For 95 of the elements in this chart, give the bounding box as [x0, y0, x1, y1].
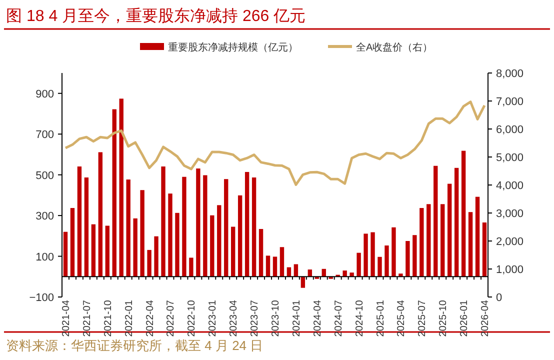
- bar: [119, 98, 124, 277]
- x-tick-label: 2023-01: [208, 300, 219, 337]
- bar: [294, 264, 298, 277]
- x-tick-label: 2026-04: [480, 300, 492, 337]
- x-tick-label: 2023-04: [228, 300, 240, 337]
- bar: [434, 166, 438, 277]
- y-tick-label: −100: [29, 292, 54, 304]
- bar: [182, 176, 186, 277]
- bar: [84, 177, 89, 277]
- bar: [482, 222, 487, 277]
- x-tick-label: 2025-07: [417, 300, 428, 337]
- bar: [196, 168, 200, 277]
- bar: [272, 256, 278, 277]
- y2-tick-label: 5,000: [496, 152, 524, 164]
- x-tick-label: 2024-04: [312, 300, 324, 337]
- bar: [154, 236, 158, 277]
- bar: [384, 245, 389, 277]
- bar: [468, 212, 473, 277]
- x-tick-label: 2024-10: [354, 300, 366, 337]
- bar: [70, 208, 75, 277]
- bar: [126, 180, 130, 277]
- bar: [189, 258, 194, 277]
- bar: [140, 190, 144, 277]
- x-tick-label: 2022-01: [124, 300, 135, 337]
- x-tick-label: 2023-07: [250, 300, 261, 337]
- x-tick-label: 2024-01: [291, 300, 302, 337]
- bar: [406, 241, 410, 277]
- x-tick-label: 2022-04: [144, 300, 156, 337]
- bar: [350, 272, 354, 277]
- bar: [426, 204, 431, 277]
- bar: [112, 109, 116, 277]
- y-tick-label: 100: [36, 251, 54, 264]
- bar: [231, 226, 236, 277]
- chart-title: 图 18 4 月至今，重要股东净减持 266 亿元: [6, 7, 306, 25]
- y-tick-label: 700: [36, 129, 54, 142]
- legend-label: 全A收盘价（右）: [356, 42, 433, 54]
- bar: [412, 235, 417, 277]
- y2-tick-label: 8,000: [496, 68, 524, 80]
- y-tick-label: 900: [36, 88, 54, 100]
- x-tick-label: 2021-04: [60, 300, 72, 337]
- x-tick-label: 2021-10: [102, 300, 114, 337]
- y2-tick-label: 7,000: [496, 96, 524, 108]
- bar: [63, 232, 68, 277]
- bar: [244, 172, 250, 277]
- bar: [266, 256, 270, 277]
- bar: [392, 227, 396, 277]
- x-tick-label: 2026-01: [459, 300, 470, 337]
- bar: [447, 184, 452, 277]
- y2-tick-label: 2,000: [496, 236, 524, 248]
- y2-tick-label: 6,000: [496, 124, 524, 136]
- bar: [91, 224, 96, 277]
- bar: [252, 177, 256, 277]
- bar: [175, 212, 180, 277]
- bar: [217, 205, 222, 277]
- bar: [147, 250, 152, 277]
- bar: [364, 234, 368, 277]
- bar: [461, 150, 466, 277]
- bar: [168, 194, 172, 277]
- bar: [203, 175, 208, 277]
- y2-tick-label: 4,000: [496, 180, 524, 192]
- bar: [258, 228, 264, 277]
- bar: [370, 232, 375, 277]
- bar: [105, 226, 110, 277]
- legend-label: 重要股东净减持规模（亿元）: [168, 42, 298, 54]
- x-tick-label: 2023-10: [270, 300, 282, 337]
- y2-tick-label: 3,000: [496, 208, 524, 220]
- x-tick-label: 2025-01: [375, 300, 386, 337]
- bar: [440, 204, 445, 277]
- bar: [475, 196, 480, 277]
- bar: [210, 215, 214, 277]
- bar: [161, 166, 166, 277]
- text: 资料来源：华西证券研究所，截至 4 月 24 日: [6, 338, 264, 353]
- bar: [280, 247, 284, 277]
- x-tick-label: 2025-10: [438, 300, 450, 337]
- bar: [342, 270, 347, 277]
- bar: [378, 256, 382, 277]
- bar: [300, 276, 306, 288]
- y-tick-label: 300: [36, 210, 54, 223]
- y-tick-label: 500: [36, 170, 54, 182]
- bar: [98, 152, 103, 277]
- bar: [77, 166, 82, 277]
- y2-tick-label: 0: [496, 292, 502, 304]
- y2-tick-label: 1,000: [496, 264, 524, 276]
- bar: [224, 179, 228, 277]
- bar: [454, 168, 459, 277]
- bar: [420, 208, 424, 277]
- x-tick-label: 2025-04: [396, 300, 408, 337]
- x-tick-label: 2024-07: [333, 300, 344, 337]
- x-tick-label: 2021-07: [82, 300, 93, 337]
- bar: [356, 252, 361, 277]
- x-tick-label: 2022-07: [166, 300, 177, 337]
- line-series: [64, 100, 486, 186]
- bar: [238, 195, 242, 277]
- x-tick-label: 2022-10: [186, 300, 198, 337]
- bar: [133, 218, 138, 277]
